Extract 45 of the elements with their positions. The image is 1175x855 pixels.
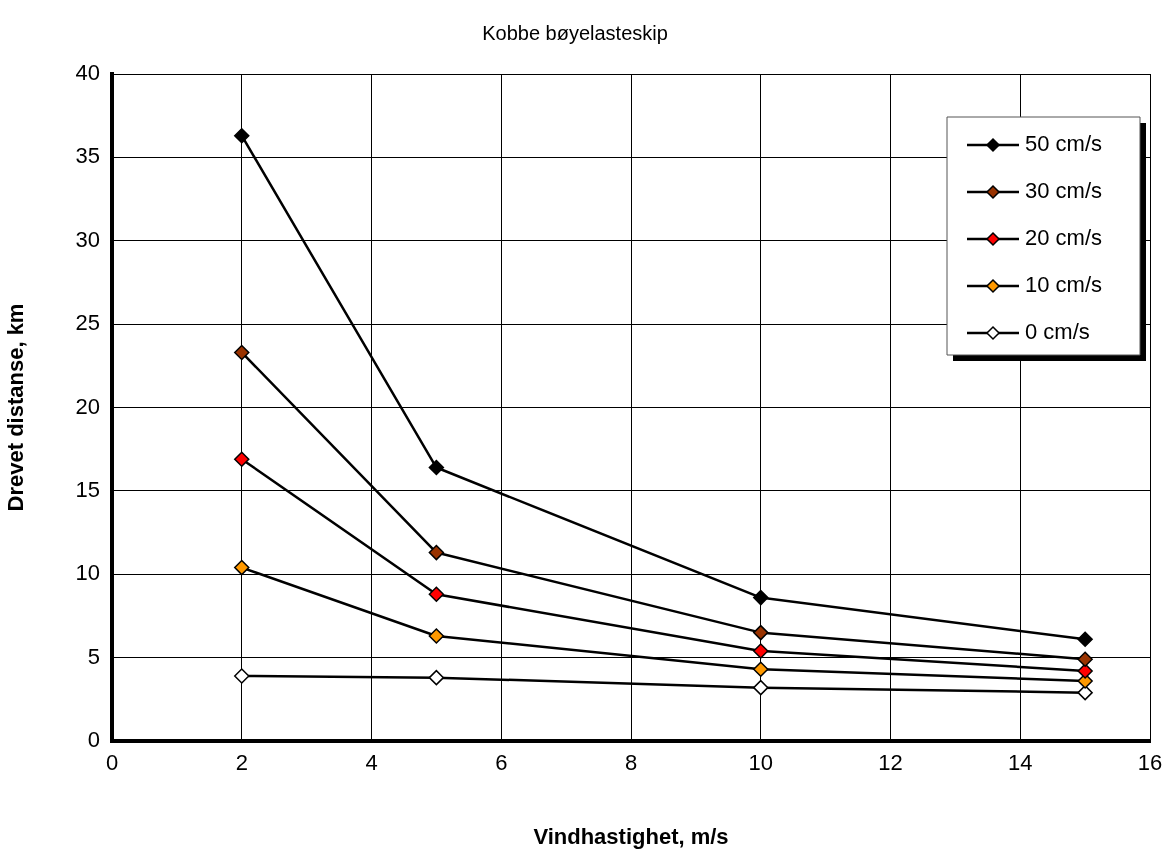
point xyxy=(234,344,250,361)
y-tick-label: 20 xyxy=(75,393,100,419)
y-tick-label: 10 xyxy=(75,560,100,586)
y-tick-label: 5 xyxy=(87,643,100,669)
point xyxy=(1077,663,1093,679)
x-tick-label: 0 xyxy=(105,750,119,776)
y-tick-label: 40 xyxy=(75,60,100,86)
point xyxy=(753,643,769,659)
x-axis-title: Vindhastighet, m/s xyxy=(533,823,729,849)
x-tick-label: 4 xyxy=(365,750,378,776)
y-tick-label: 35 xyxy=(75,143,100,169)
point xyxy=(753,624,769,641)
point xyxy=(753,661,769,678)
point xyxy=(1077,651,1093,668)
y-tick-label: 0 xyxy=(87,727,100,753)
legend-label: 20 cm/s xyxy=(1025,225,1103,251)
y-tick-label: 30 xyxy=(75,226,100,252)
point xyxy=(428,459,445,476)
x-tick-label: 8 xyxy=(624,750,638,776)
y-tick-label: 15 xyxy=(75,476,100,502)
chart-title: Kobbe bøyelasteskip xyxy=(482,21,668,44)
point xyxy=(1077,631,1093,648)
point xyxy=(234,559,250,576)
y-axis-title: Drevet distanse, km xyxy=(3,303,29,512)
x-tick-label: 6 xyxy=(495,750,508,776)
x-tick-label: 12 xyxy=(878,750,903,776)
point xyxy=(428,586,445,603)
legend-label: 0 cm/s xyxy=(1025,319,1090,345)
point xyxy=(234,451,250,467)
legend-label: 50 cm/s xyxy=(1025,131,1103,157)
point xyxy=(428,544,445,561)
x-tick-label: 16 xyxy=(1137,750,1163,776)
point xyxy=(234,668,250,684)
point xyxy=(428,628,445,644)
point xyxy=(753,589,769,606)
x-tick-label: 10 xyxy=(748,750,773,776)
point xyxy=(234,127,250,144)
point xyxy=(753,679,769,696)
point xyxy=(428,669,445,686)
legend-label: 10 cm/s xyxy=(1025,272,1103,298)
x-tick-label: 2 xyxy=(235,750,248,776)
point xyxy=(1077,684,1093,701)
x-tick-label: 14 xyxy=(1008,750,1033,776)
y-tick-label: 25 xyxy=(75,310,100,336)
legend-label: 30 cm/s xyxy=(1025,178,1103,204)
